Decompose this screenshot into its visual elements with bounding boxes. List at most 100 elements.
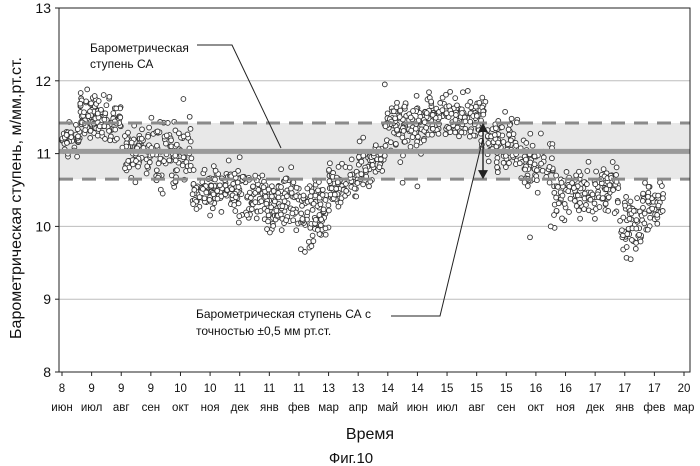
scatter-point [567, 210, 572, 215]
x-tick-month: апр [349, 402, 368, 414]
scatter-point [126, 130, 131, 135]
scatter-point [266, 219, 271, 224]
scatter-point [411, 109, 416, 114]
scatter-point [315, 228, 320, 233]
scatter-point [414, 143, 419, 148]
x-tick-month: окт [527, 402, 545, 414]
scatter-point [233, 209, 238, 214]
scatter-point [373, 143, 378, 148]
scatter-point [440, 108, 445, 113]
scatter-point [413, 126, 418, 131]
scatter-point-outlier [400, 180, 405, 185]
x-tick-year: 9 [148, 383, 154, 395]
scatter-point [383, 143, 388, 148]
scatter-point [64, 133, 69, 138]
x-tick-year: 16 [559, 383, 572, 395]
scatter-point [231, 181, 236, 186]
scatter-point [149, 115, 154, 120]
scatter-point [395, 127, 400, 132]
scatter-point [597, 205, 602, 210]
scatter-point [530, 143, 535, 148]
scatter-point [634, 226, 639, 231]
scatter-point [642, 221, 647, 226]
scatter-point [237, 214, 242, 219]
x-tick-year: 10 [174, 383, 187, 395]
scatter-point [383, 124, 388, 129]
scatter-point [191, 182, 196, 187]
x-axis-title: Время [346, 426, 394, 443]
scatter-point [614, 165, 619, 170]
scatter-point [564, 170, 569, 175]
scatter-point [646, 184, 651, 189]
scatter-point-outlier [415, 184, 420, 189]
scatter-point [207, 197, 212, 202]
scatter-point [173, 158, 178, 163]
scatter-point [507, 161, 512, 166]
scatter-point [202, 196, 207, 201]
scatter-point [187, 114, 192, 119]
y-axis-title: Барометрическая ступень, м/мм.рт.ст. [8, 57, 25, 339]
x-tick-year: 17 [618, 383, 631, 395]
scatter-point [113, 127, 118, 132]
scatter-point [133, 180, 138, 185]
band-label-line1: Барометрическая ступень СА с [196, 307, 371, 321]
scatter-point [259, 199, 264, 204]
scatter-point [606, 195, 611, 200]
scatter-point [394, 142, 399, 147]
scatter-point [320, 187, 325, 192]
scatter-point [560, 193, 565, 198]
scatter-point [215, 196, 220, 201]
scatter-point [311, 201, 316, 206]
scatter-point-outlier [208, 213, 213, 218]
scatter-point [181, 155, 186, 160]
scatter-point [593, 182, 598, 187]
scatter-point [552, 213, 557, 218]
scatter-point [232, 171, 237, 176]
x-tick-month: фев [288, 402, 310, 414]
scatter-point [585, 182, 590, 187]
scatter-point [99, 107, 104, 112]
scatter-point [492, 133, 497, 138]
scatter-point [535, 178, 540, 183]
scatter-point [361, 135, 366, 140]
scatter-point [300, 203, 305, 208]
scatter-point [236, 220, 241, 225]
x-tick-year: 14 [381, 383, 394, 395]
scatter-point [164, 141, 169, 146]
scatter-point [623, 203, 628, 208]
scatter-point [395, 100, 400, 105]
scatter-point [359, 172, 364, 177]
scatter-point [391, 109, 396, 114]
scatter-point [474, 114, 479, 119]
scatter-point [328, 161, 333, 166]
scatter-point [422, 120, 427, 125]
scatter-point [503, 109, 508, 114]
scatter-point [136, 164, 141, 169]
scatter-point [585, 169, 590, 174]
scatter-point [453, 130, 458, 135]
x-tick-month: мар [318, 402, 339, 414]
scatter-point [646, 194, 651, 199]
scatter-point [611, 188, 616, 193]
scatter-point [582, 207, 587, 212]
scatter-point [607, 183, 612, 188]
scatter-point [276, 195, 281, 200]
scatter-point [424, 125, 429, 130]
scatter-point [577, 169, 582, 174]
scatter-point [108, 138, 113, 143]
scatter-point [532, 162, 537, 167]
scatter-point [577, 208, 582, 213]
scatter-point [83, 128, 88, 133]
scatter-point [414, 93, 419, 98]
scatter-point [299, 211, 304, 216]
scatter-point [253, 173, 258, 178]
scatter-point [349, 157, 354, 162]
x-tick-month: сен [497, 402, 516, 414]
scatter-point [495, 165, 500, 170]
scatter-point [648, 215, 653, 220]
scatter-point [573, 199, 578, 204]
scatter-point [354, 194, 359, 199]
scatter-point [370, 163, 375, 168]
scatter-point [102, 117, 107, 122]
scatter-point [481, 112, 486, 117]
